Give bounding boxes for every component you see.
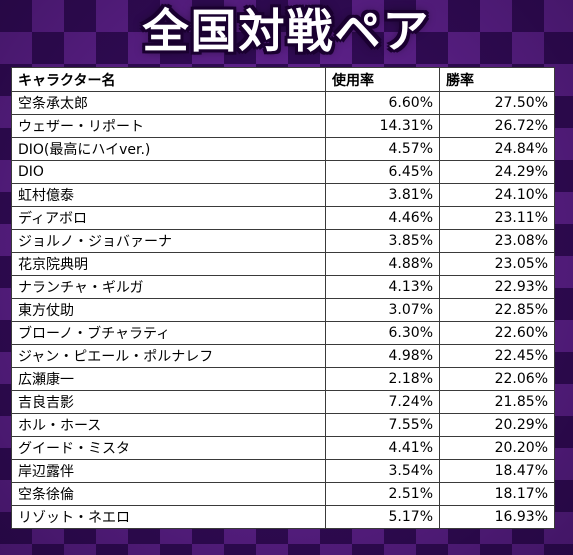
header-usage-rate: 使用率 bbox=[325, 67, 440, 92]
cell-character-name: リゾット・ネエロ bbox=[11, 505, 326, 529]
cell-win-rate: 24.84% bbox=[439, 137, 555, 161]
header-win-rate: 勝率 bbox=[439, 67, 555, 92]
table-row: 吉良吉影 7.24% 21.85% bbox=[11, 390, 555, 414]
cell-usage-rate: 4.13% bbox=[325, 275, 440, 299]
cell-usage-rate: 4.88% bbox=[325, 252, 440, 276]
cell-character-name: DIO(最高にハイver.) bbox=[11, 137, 326, 161]
table-row: 東方仗助 3.07% 22.85% bbox=[11, 298, 555, 322]
table-header-row: キャラクター名 使用率 勝率 bbox=[11, 67, 555, 92]
table-row: DIO 6.45% 24.29% bbox=[11, 160, 555, 184]
cell-usage-rate: 2.51% bbox=[325, 482, 440, 506]
cell-win-rate: 22.93% bbox=[439, 275, 555, 299]
cell-character-name: 広瀬康一 bbox=[11, 367, 326, 391]
cell-character-name: ホル・ホース bbox=[11, 413, 326, 437]
cell-win-rate: 26.72% bbox=[439, 114, 555, 138]
cell-character-name: ナランチャ・ギルガ bbox=[11, 275, 326, 299]
cell-character-name: グイード・ミスタ bbox=[11, 436, 326, 460]
cell-win-rate: 16.93% bbox=[439, 505, 555, 529]
cell-usage-rate: 3.07% bbox=[325, 298, 440, 322]
table-row: ウェザー・リポート 14.31% 26.72% bbox=[11, 114, 555, 138]
table-row: ナランチャ・ギルガ 4.13% 22.93% bbox=[11, 275, 555, 299]
cell-character-name: ジョルノ・ジョバァーナ bbox=[11, 229, 326, 253]
cell-usage-rate: 7.55% bbox=[325, 413, 440, 437]
table-row: 空条承太郎 6.60% 27.50% bbox=[11, 91, 555, 115]
table-row: 岸辺露伴 3.54% 18.47% bbox=[11, 459, 555, 483]
cell-character-name: ディアボロ bbox=[11, 206, 326, 230]
cell-character-name: 空条承太郎 bbox=[11, 91, 326, 115]
cell-usage-rate: 7.24% bbox=[325, 390, 440, 414]
cell-win-rate: 21.85% bbox=[439, 390, 555, 414]
cell-usage-rate: 4.98% bbox=[325, 344, 440, 368]
table-row: グイード・ミスタ 4.41% 20.20% bbox=[11, 436, 555, 460]
cell-win-rate: 24.10% bbox=[439, 183, 555, 207]
table-row: 花京院典明 4.88% 23.05% bbox=[11, 252, 555, 276]
cell-usage-rate: 3.85% bbox=[325, 229, 440, 253]
table-row: ディアボロ 4.46% 23.11% bbox=[11, 206, 555, 230]
cell-usage-rate: 6.30% bbox=[325, 321, 440, 345]
ranking-table: キャラクター名 使用率 勝率 空条承太郎 6.60% 27.50% ウェザー・リポート… bbox=[11, 67, 555, 529]
cell-win-rate: 20.29% bbox=[439, 413, 555, 437]
cell-character-name: 虹村億泰 bbox=[11, 183, 326, 207]
cell-character-name: 岸辺露伴 bbox=[11, 459, 326, 483]
cell-usage-rate: 5.17% bbox=[325, 505, 440, 529]
cell-win-rate: 20.20% bbox=[439, 436, 555, 460]
table-row: 広瀬康一 2.18% 22.06% bbox=[11, 367, 555, 391]
table-row: ジャン・ピエール・ポルナレフ 4.98% 22.45% bbox=[11, 344, 555, 368]
cell-usage-rate: 4.46% bbox=[325, 206, 440, 230]
cell-win-rate: 23.08% bbox=[439, 229, 555, 253]
cell-win-rate: 22.85% bbox=[439, 298, 555, 322]
cell-character-name: 東方仗助 bbox=[11, 298, 326, 322]
cell-win-rate: 22.60% bbox=[439, 321, 555, 345]
cell-win-rate: 18.47% bbox=[439, 459, 555, 483]
table-row: 空条徐倫 2.51% 18.17% bbox=[11, 482, 555, 506]
cell-win-rate: 27.50% bbox=[439, 91, 555, 115]
cell-character-name: 花京院典明 bbox=[11, 252, 326, 276]
cell-character-name: DIO bbox=[11, 160, 326, 184]
cell-win-rate: 22.45% bbox=[439, 344, 555, 368]
table-row: ブローノ・ブチャラティ 6.30% 22.60% bbox=[11, 321, 555, 345]
cell-character-name: 空条徐倫 bbox=[11, 482, 326, 506]
cell-usage-rate: 2.18% bbox=[325, 367, 440, 391]
header-character-name: キャラクター名 bbox=[11, 67, 326, 92]
cell-win-rate: 22.06% bbox=[439, 367, 555, 391]
cell-character-name: ブローノ・ブチャラティ bbox=[11, 321, 326, 345]
cell-usage-rate: 6.60% bbox=[325, 91, 440, 115]
cell-win-rate: 24.29% bbox=[439, 160, 555, 184]
table-row: DIO(最高にハイver.) 4.57% 24.84% bbox=[11, 137, 555, 161]
cell-usage-rate: 3.81% bbox=[325, 183, 440, 207]
ranking-table-container: キャラクター名 使用率 勝率 空条承太郎 6.60% 27.50% ウェザー・リポート… bbox=[11, 67, 555, 529]
cell-character-name: ジャン・ピエール・ポルナレフ bbox=[11, 344, 326, 368]
table-row: ホル・ホース 7.55% 20.29% bbox=[11, 413, 555, 437]
page-title: 全国対戦ペア bbox=[142, 4, 431, 58]
cell-character-name: ウェザー・リポート bbox=[11, 114, 326, 138]
cell-win-rate: 23.05% bbox=[439, 252, 555, 276]
cell-usage-rate: 4.41% bbox=[325, 436, 440, 460]
cell-character-name: 吉良吉影 bbox=[11, 390, 326, 414]
table-row: リゾット・ネエロ 5.17% 16.93% bbox=[11, 505, 555, 529]
table-row: ジョルノ・ジョバァーナ 3.85% 23.08% bbox=[11, 229, 555, 253]
table-row: 虹村億泰 3.81% 24.10% bbox=[11, 183, 555, 207]
cell-usage-rate: 14.31% bbox=[325, 114, 440, 138]
cell-usage-rate: 4.57% bbox=[325, 137, 440, 161]
cell-win-rate: 23.11% bbox=[439, 206, 555, 230]
cell-usage-rate: 3.54% bbox=[325, 459, 440, 483]
cell-usage-rate: 6.45% bbox=[325, 160, 440, 184]
cell-win-rate: 18.17% bbox=[439, 482, 555, 506]
